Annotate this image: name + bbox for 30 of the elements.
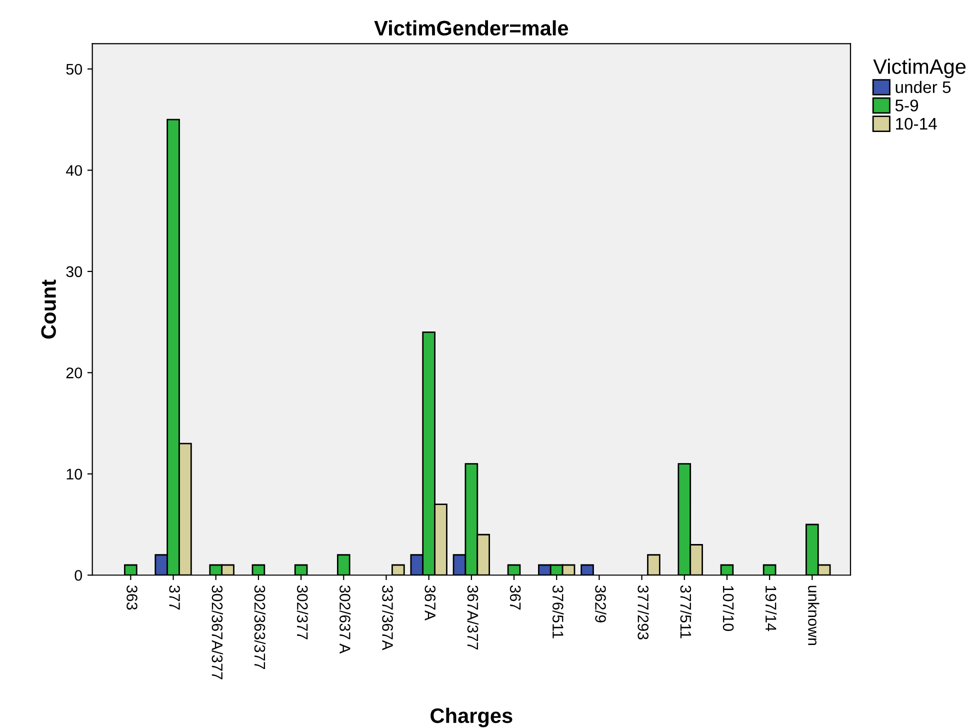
- y-axis-title: Count: [41, 280, 56, 339]
- x-axis-title: Charges: [430, 708, 512, 728]
- x-tick-label: 377: [169, 585, 180, 610]
- x-tick-label: 376/511: [552, 585, 564, 638]
- x-tick-label: 367A/377: [467, 585, 479, 650]
- chart-title: VictimGender=male: [374, 20, 568, 36]
- legend-label: 5-9: [895, 100, 918, 112]
- x-tick-label: unknown: [808, 586, 820, 646]
- x-tick-label: 197/14: [765, 586, 777, 632]
- legend-label: 10-14: [896, 118, 937, 130]
- x-tick-label: 367: [510, 585, 521, 610]
- y-tick-label: 40: [66, 165, 82, 176]
- y-tick-label: 30: [66, 266, 82, 278]
- x-tick-label: 302/363/377: [254, 585, 266, 670]
- x-tick-label: 107/10: [722, 586, 734, 631]
- y-tick-label: 10: [66, 468, 82, 480]
- x-tick-label: 362/9: [595, 585, 606, 622]
- x-tick-label: 337/367A: [382, 585, 394, 650]
- legend-title: VictimAge: [873, 58, 966, 78]
- x-tick-label: 377/293: [638, 585, 649, 640]
- legend-label: under 5: [896, 80, 951, 94]
- x-tick-label: 367A: [424, 585, 436, 620]
- x-tick-label: 302/367A/377: [212, 585, 223, 680]
- y-tick-label: 0: [74, 570, 82, 581]
- y-tick-label: 20: [66, 368, 82, 378]
- x-tick-label: 377/511: [680, 585, 692, 638]
- x-tick-label: 363: [126, 585, 138, 610]
- y-tick-label: 50: [66, 64, 82, 75]
- x-tick-label: 302/637 A: [340, 585, 351, 654]
- x-tick-label: 302/377: [296, 585, 308, 640]
